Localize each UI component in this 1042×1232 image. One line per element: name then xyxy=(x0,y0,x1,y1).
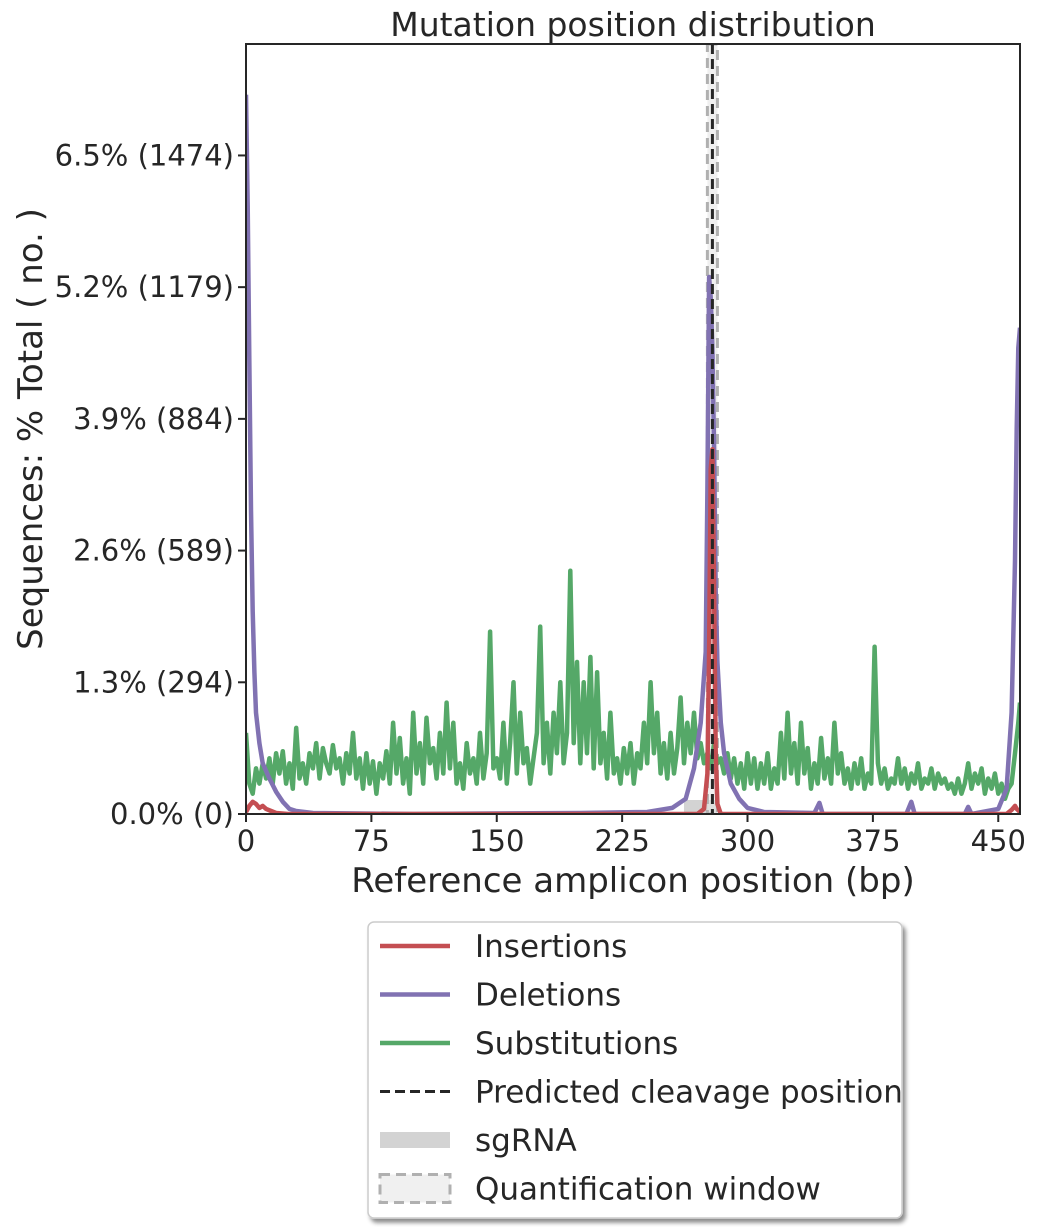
legend-label: sgRNA xyxy=(475,1123,577,1159)
plot-area xyxy=(246,44,1020,814)
x-tick-label: 375 xyxy=(845,824,900,858)
x-tick-label: 150 xyxy=(469,824,524,858)
legend-label: Insertions xyxy=(475,929,627,965)
y-tick-label: 3.9% (884) xyxy=(73,402,234,436)
x-tick-label: 75 xyxy=(353,824,390,858)
series-line-substitutions xyxy=(246,568,1020,802)
x-tick-label: 300 xyxy=(720,824,775,858)
series-line-deletions xyxy=(246,94,1020,814)
legend-label: Predicted cleavage position xyxy=(475,1075,903,1111)
axes: 0 75 150 225 300 375 450 0.0% (0) 1.3% (294) 2.6%… xyxy=(55,43,1026,858)
chart-title: Mutation position distribution xyxy=(390,5,876,44)
y-axis-label: Sequences: % Total ( no. ) xyxy=(11,208,51,650)
legend-handle-quantification-window xyxy=(378,1173,452,1204)
y-tick-label: 2.6% (589) xyxy=(73,534,234,568)
plot-frame xyxy=(245,43,1021,815)
legend-label: Substitutions xyxy=(475,1026,678,1062)
legend-box xyxy=(367,921,903,1219)
legend-label: Quantification window xyxy=(475,1172,821,1208)
x-tick-label: 0 xyxy=(237,824,255,858)
y-tick-label: 0.0% (0) xyxy=(110,797,234,831)
legend-label: Deletions xyxy=(475,978,621,1014)
series-line-insertions xyxy=(246,447,1020,814)
x-tick-label: 225 xyxy=(594,824,649,858)
y-tick-label: 1.3% (294) xyxy=(73,665,234,699)
legend-handle-sgrna xyxy=(380,1132,450,1148)
y-tick-label: 6.5% (1474) xyxy=(55,138,234,172)
y-tick-label: 5.2% (1179) xyxy=(55,270,234,304)
x-tick-label: 450 xyxy=(971,824,1026,858)
legend: Insertions Deletions Substitutions Predicte… xyxy=(367,921,903,1219)
x-axis-label: Reference amplicon position (bp) xyxy=(351,861,914,901)
